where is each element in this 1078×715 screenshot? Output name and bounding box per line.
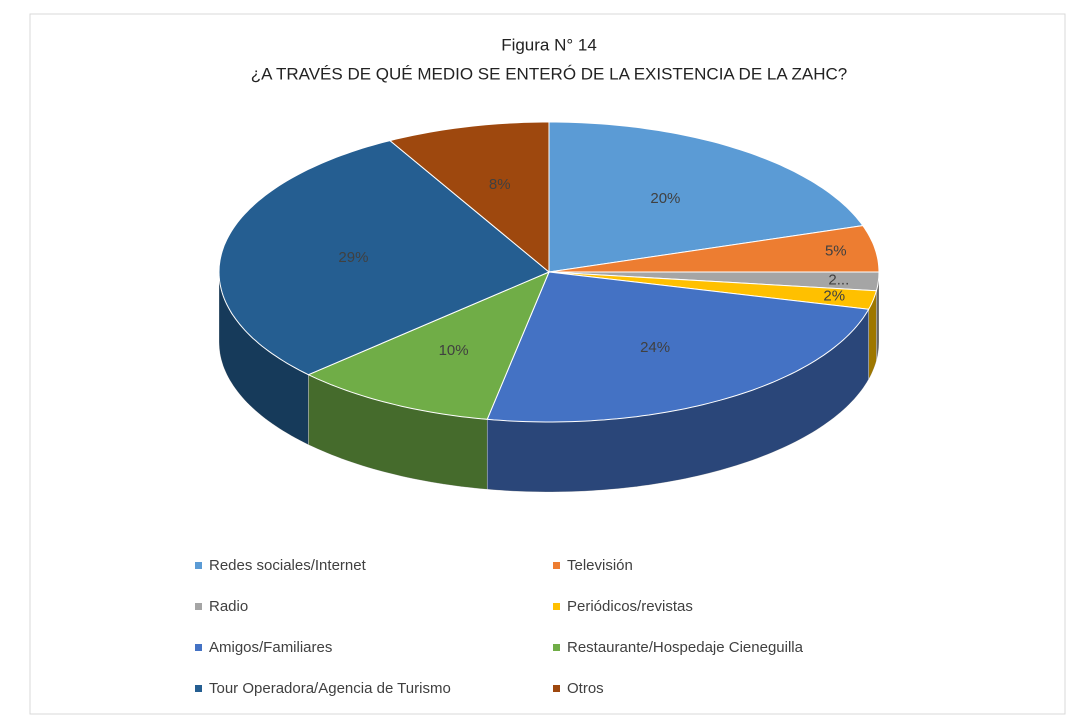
data-label: 20% bbox=[650, 190, 680, 207]
data-label: 2... bbox=[828, 271, 849, 288]
slice-side-shade bbox=[876, 272, 879, 361]
legend-swatch bbox=[195, 644, 202, 651]
legend-label: Amigos/Familiares bbox=[209, 639, 332, 656]
slice bbox=[486, 271, 870, 423]
legend-swatch bbox=[195, 603, 202, 610]
chart-frame bbox=[29, 13, 1066, 715]
legend-swatch bbox=[553, 685, 560, 692]
slice-side-shade bbox=[868, 290, 877, 380]
slice-side-shade bbox=[487, 309, 869, 492]
slice-side-shade bbox=[219, 272, 309, 445]
slice bbox=[388, 121, 550, 274]
data-label: 8% bbox=[489, 176, 511, 193]
legend-label: Otros bbox=[567, 680, 604, 697]
slice bbox=[218, 140, 550, 376]
legend-swatch bbox=[553, 603, 560, 610]
legend-swatch bbox=[553, 644, 560, 651]
legend-swatch bbox=[195, 685, 202, 692]
slice-side-shade bbox=[308, 374, 488, 490]
slice bbox=[548, 121, 864, 273]
legend-label: Periódicos/revistas bbox=[567, 598, 693, 615]
legend-label: Tour Operadora/Agencia de Turismo bbox=[209, 680, 451, 697]
legend-label: Radio bbox=[209, 598, 248, 615]
data-label: 10% bbox=[439, 342, 469, 359]
data-label: 2% bbox=[823, 288, 845, 305]
slice bbox=[548, 225, 880, 273]
legend-swatch bbox=[195, 562, 202, 569]
legend-label: Redes sociales/Internet bbox=[209, 557, 367, 574]
data-label: 5% bbox=[825, 242, 847, 259]
chart-title: Figura N° 14 bbox=[501, 35, 597, 54]
chart-subtitle: ¿A TRAVÉS DE QUÉ MEDIO SE ENTERÓ DE LA E… bbox=[251, 64, 847, 83]
data-label: 24% bbox=[640, 339, 670, 356]
legend-swatch bbox=[553, 562, 560, 569]
slice bbox=[307, 271, 550, 420]
data-label: 29% bbox=[338, 249, 368, 266]
legend-label: Televisión bbox=[567, 557, 633, 574]
legend-label: Restaurante/Hospedaje Cieneguilla bbox=[567, 639, 804, 656]
